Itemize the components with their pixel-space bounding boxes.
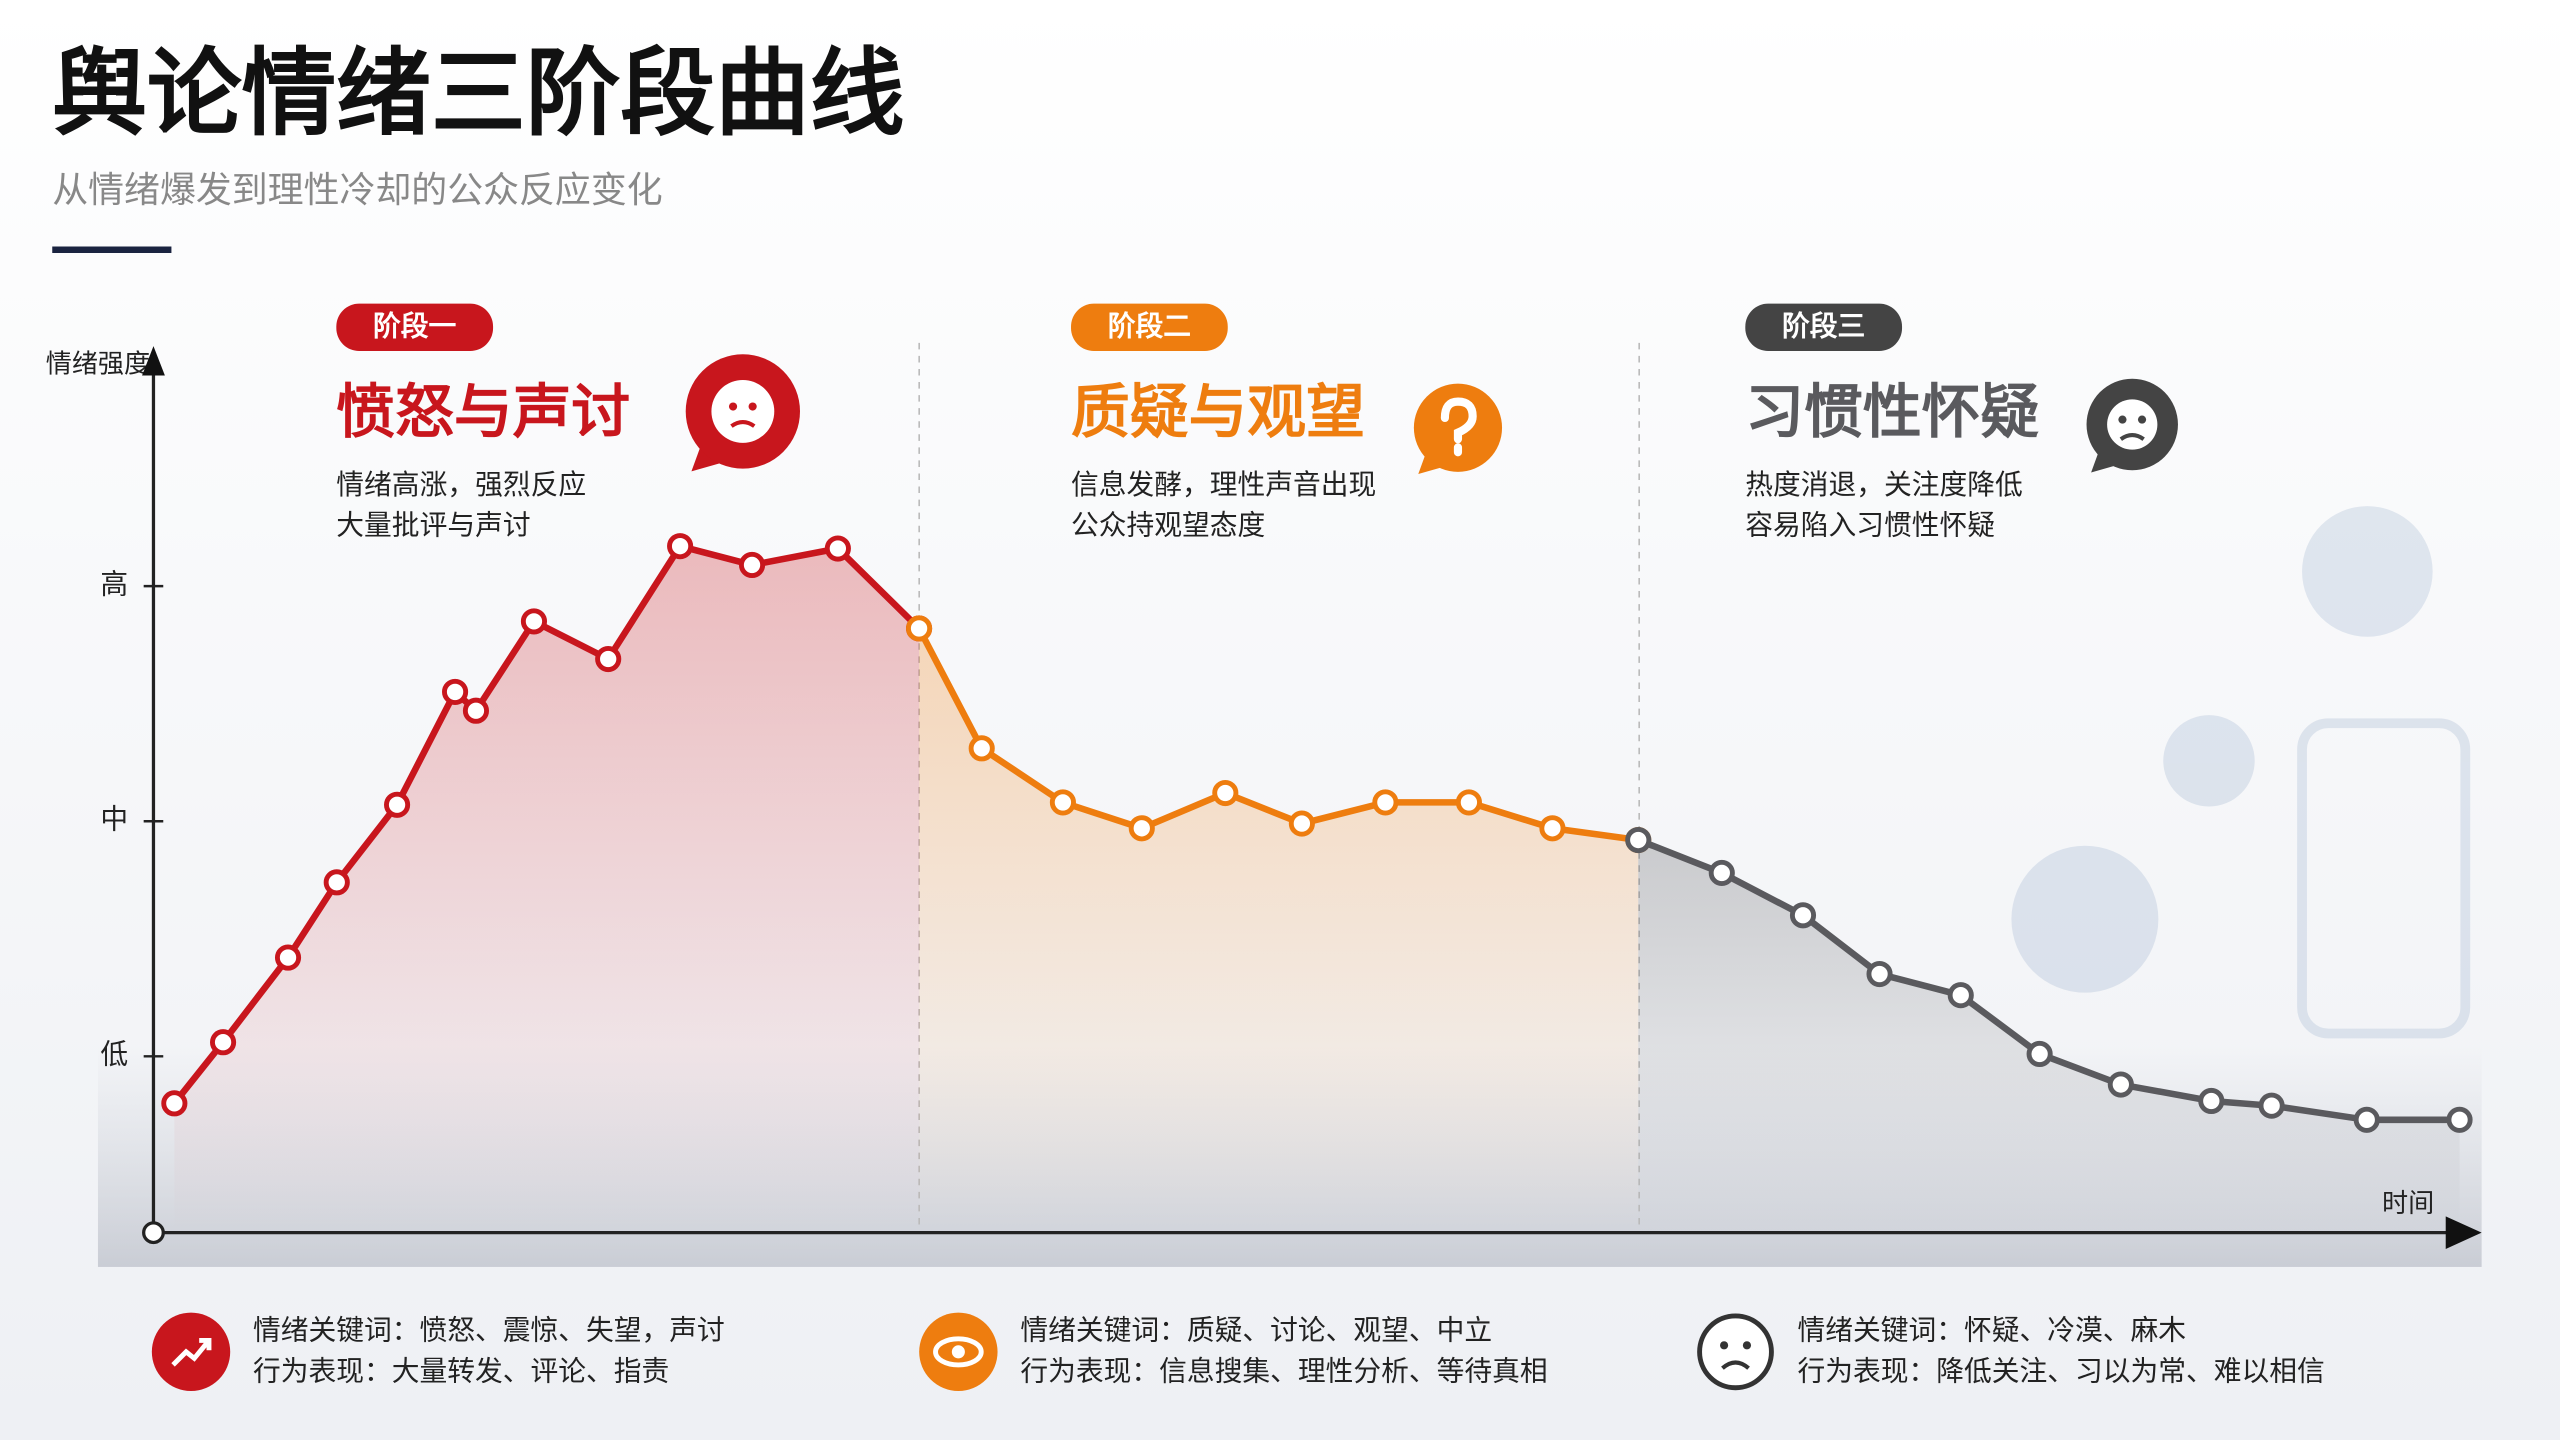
stage-heading: 习惯性怀疑 xyxy=(1745,380,2039,445)
stage-description: 公众持观望态度 xyxy=(1071,510,1265,541)
stage-icon-mouth xyxy=(2119,433,2145,441)
footer-icon-glyph xyxy=(171,1337,212,1367)
data-point xyxy=(274,944,302,971)
stage-description: 大量批评与声讨 xyxy=(336,510,530,541)
title: 舆论情绪三阶段曲线 xyxy=(52,41,904,147)
stage-heading: 质疑与观望 xyxy=(1071,380,1365,445)
footer-keywords: 情绪关键词：质疑、讨论、观望、中立 xyxy=(1020,1315,1492,1346)
y-axis-arrow xyxy=(142,346,165,376)
data-point xyxy=(2198,1087,2225,1115)
decor-icons xyxy=(2011,506,2471,1039)
data-point xyxy=(738,551,766,579)
data-point xyxy=(667,533,694,560)
data-point xyxy=(906,615,933,642)
data-point xyxy=(384,791,411,818)
data-point xyxy=(968,735,995,762)
data-point xyxy=(442,678,469,705)
footer-keywords: 情绪关键词：愤怒、震惊、失望，声讨 xyxy=(253,1315,725,1346)
data-point xyxy=(1625,826,1652,854)
stage-badge xyxy=(1745,303,1903,352)
y-tick-label: 中 xyxy=(100,804,128,835)
stage-description: 热度消退，关注度降低 xyxy=(1745,469,2023,500)
stage-description: 信息发酵，理性声音出现 xyxy=(1071,469,1376,500)
footer-keywords: 情绪关键词：怀疑、冷漠、麻木 xyxy=(1798,1315,2187,1346)
stage-icon-eye xyxy=(748,402,757,411)
data-point xyxy=(1947,982,1974,1009)
x-axis-label: 时间 xyxy=(2382,1188,2434,1218)
footer-icon-eye xyxy=(1742,1341,1752,1350)
footer-icon-glyph xyxy=(951,1345,965,1359)
data-point xyxy=(1789,902,1817,929)
data-point xyxy=(520,608,548,635)
data-point xyxy=(1866,960,1893,988)
data-point xyxy=(1049,789,1076,816)
data-point xyxy=(1128,815,1155,842)
stage-icon-eye xyxy=(2118,415,2127,424)
footer-icon-mouth xyxy=(1721,1360,1750,1370)
data-point xyxy=(210,1029,237,1056)
series-area xyxy=(174,546,920,1233)
footer-behavior: 行为表现：大量转发、评论、指责 xyxy=(253,1355,669,1386)
stage-icon-eye xyxy=(2137,415,2147,424)
y-tick-label: 高 xyxy=(100,568,128,599)
data-point xyxy=(1708,859,1735,887)
stage-badge xyxy=(336,303,494,352)
footer-behavior: 行为表现：降低关注、习以为常、难以相信 xyxy=(1798,1355,2325,1386)
stage-heading: 愤怒与声讨 xyxy=(336,380,630,445)
data-point xyxy=(2107,1071,2134,1098)
y-axis-label: 情绪强度 xyxy=(46,349,150,379)
data-point xyxy=(2353,1106,2380,1133)
footer-icon-eye xyxy=(1720,1341,1729,1350)
stage-icon-face xyxy=(2107,399,2158,450)
series-area xyxy=(1638,840,2460,1233)
data-point xyxy=(2446,1106,2473,1133)
footer-icon-glyph xyxy=(933,1336,984,1368)
data-point xyxy=(323,869,350,896)
data-point xyxy=(824,535,851,562)
stage-icon-glyph xyxy=(1440,397,1477,457)
y-tick-label: 低 xyxy=(100,1039,128,1070)
stage-badge-label: 阶段一 xyxy=(373,310,457,341)
footer-icon xyxy=(151,1312,231,1392)
series-area xyxy=(919,628,1639,1233)
stage-badge-label: 阶段二 xyxy=(1108,310,1191,341)
series-line xyxy=(916,626,1639,844)
subtitle: 从情绪爆发到理性冷却的公众反应变化 xyxy=(52,169,662,210)
footer-icon xyxy=(1697,1313,1774,1391)
data-point xyxy=(1455,789,1482,816)
stage-badge-label: 阶段三 xyxy=(1782,310,1865,341)
origin xyxy=(142,1221,165,1245)
data-point xyxy=(1539,815,1566,842)
stage-description: 容易陷入习惯性怀疑 xyxy=(1745,510,1995,541)
stage-icon xyxy=(1413,383,1503,472)
stage-icon-mouth xyxy=(730,420,756,428)
data-point xyxy=(595,645,622,673)
data-point xyxy=(1372,789,1399,816)
stage-icon-eye xyxy=(728,402,738,411)
footer-behavior: 行为表现：信息搜集、理性分析、等待真相 xyxy=(1020,1355,1547,1386)
data-point xyxy=(1288,810,1315,837)
data-point xyxy=(2258,1092,2285,1119)
stage-badge xyxy=(1071,303,1228,352)
data-point xyxy=(462,697,490,724)
data-point xyxy=(2026,1040,2053,1068)
stage-description: 情绪高涨，强烈反应 xyxy=(336,469,586,500)
data-point xyxy=(1212,779,1239,807)
stage-icon-face xyxy=(711,380,775,443)
x-axis-arrow xyxy=(2445,1216,2482,1249)
data-point xyxy=(161,1090,188,1117)
